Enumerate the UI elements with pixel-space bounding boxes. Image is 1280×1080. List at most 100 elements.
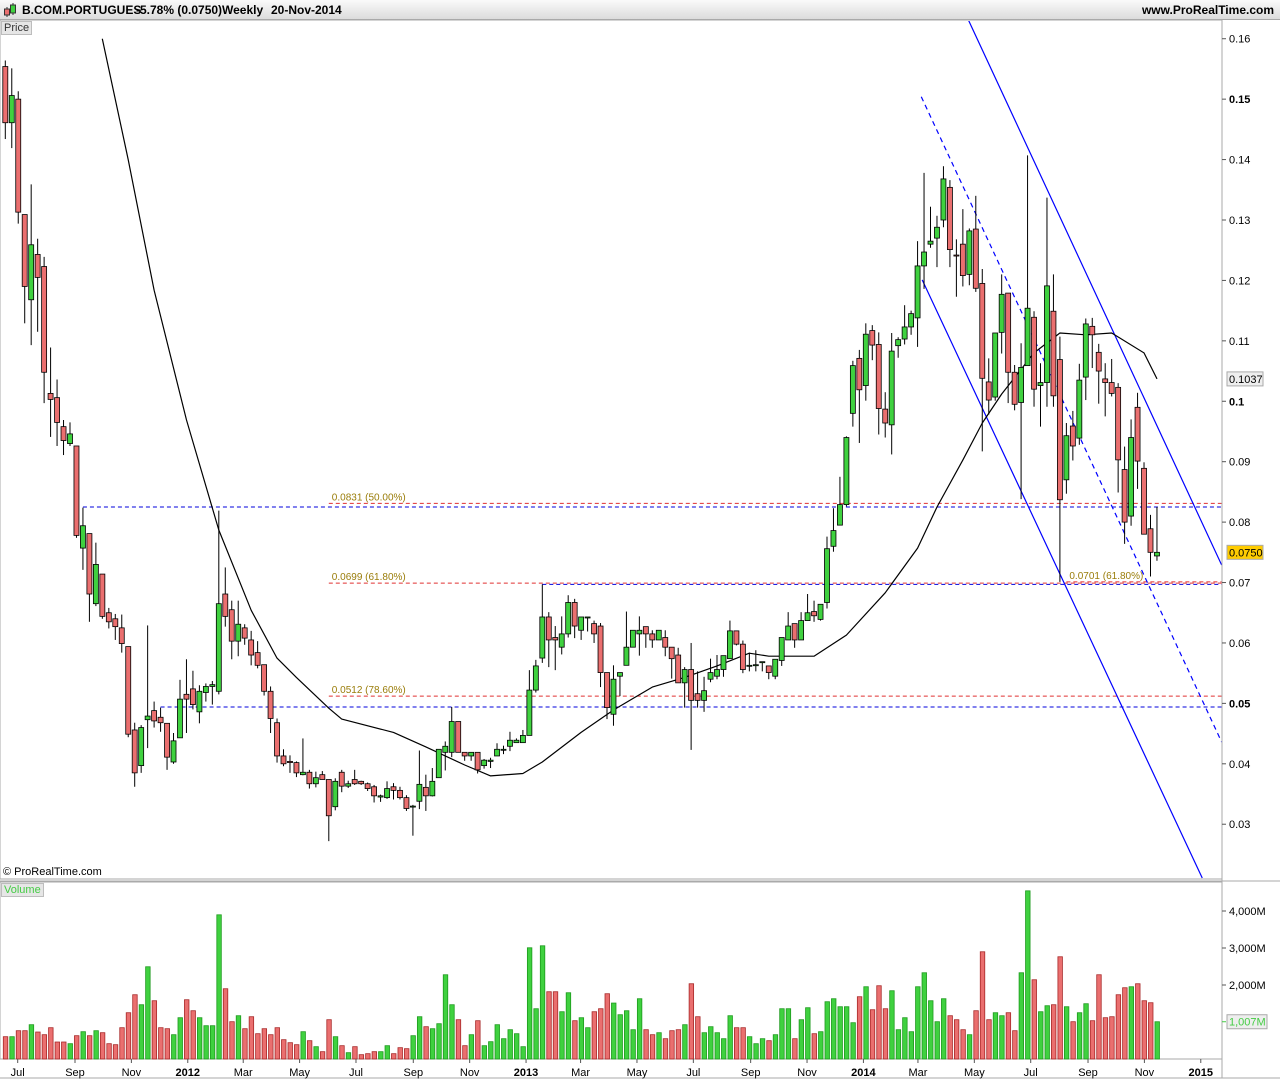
volume-bar [546,991,552,1060]
volume-bar [87,1035,93,1060]
candle [526,670,533,736]
candle-body [856,357,863,391]
date-tick-label: Sep [1078,1067,1098,1079]
candle-body [15,98,22,213]
candle-body [1128,437,1134,517]
volume-bar [1154,1021,1160,1060]
candle-body [532,665,539,691]
candle-body [435,748,442,779]
volume-bar [708,1026,714,1060]
volume-bar [216,914,222,1060]
candle [358,780,365,785]
candle-body [1076,379,1083,439]
candle-body [901,326,908,340]
candle [319,771,326,780]
volume-bar [35,1031,41,1060]
candle-body [422,786,429,797]
candle-body [778,637,785,661]
candle-body [1069,425,1076,447]
price-tick-label: 0.08 [1229,517,1250,529]
candle [403,795,410,811]
chart-header: B.COM.PORTUGUES -5.78% (0.0750) Weekly 2… [0,0,1280,20]
candle-body [86,533,93,595]
chart-period[interactable]: Weekly [222,3,264,17]
candle-body [597,625,604,673]
candle-body [720,655,727,670]
candle [629,629,636,648]
candle [384,781,390,799]
last-volume-label: 1,007M [1229,1017,1266,1029]
volume-bar [792,1038,798,1060]
volume-bar [604,993,610,1060]
candle [41,256,48,404]
candle [138,725,145,773]
candle [681,667,688,708]
volume-bar [869,1009,876,1060]
candle [571,598,578,639]
candle [1115,383,1122,493]
candle-body [280,755,287,765]
candle [862,323,869,401]
candle-body [1044,285,1050,383]
candle [843,436,850,507]
candle [901,305,908,345]
date-tick-label: 2012 [176,1067,200,1079]
candle [979,268,986,452]
candle [507,731,513,752]
candle [274,718,280,763]
volume-bar [598,1008,604,1060]
candle [73,445,80,538]
candle-body [914,265,921,319]
candle [202,683,209,702]
volume-bar [973,1010,979,1060]
candle-body [325,779,332,817]
candle-body [474,751,481,771]
candle [312,771,319,788]
candle-body [8,95,15,124]
volume-bar [779,1008,785,1060]
candle-body [461,751,468,757]
date-tick-label: Mar [234,1067,253,1079]
volume-bar [856,996,863,1060]
fib-level-label: 0.0831 (50.00%) [332,492,406,503]
candlestick-logo-icon [4,3,16,17]
candle [985,358,992,415]
volume-bar [423,1026,429,1060]
volume-bar [1115,994,1122,1060]
volume-bar [22,1030,28,1060]
candle [267,686,274,733]
candle-body [1011,371,1018,405]
candle [617,672,623,697]
volume-bar [28,1024,35,1060]
candle-body [1147,528,1154,553]
candle [552,626,559,671]
volume-bar [1135,983,1141,1060]
volume-bar [1051,1004,1057,1060]
candle-body [235,623,242,642]
candle [144,625,151,749]
candle [869,325,876,361]
candle-body [927,240,934,245]
candle [338,769,345,793]
volume-bar [339,1045,345,1060]
volume-bar [1148,1002,1154,1060]
volume-bar [986,1019,992,1060]
volume-bar [766,1040,772,1060]
candle [371,784,377,803]
price-tick-label: 0.13 [1229,215,1250,227]
candle-body [67,433,73,444]
fib-level-label: 0.0699 (61.80%) [332,572,406,583]
candle-body [34,254,41,278]
site-link[interactable]: www.ProRealTime.com [1141,3,1274,17]
candle [429,768,436,797]
candle-body [681,669,688,684]
volume-bar [442,974,449,1060]
candle [927,206,934,248]
volume-bar [999,1015,1005,1060]
candle-body [539,616,546,659]
volume-bar [410,1035,416,1060]
volume-bar [177,1017,183,1060]
volume-bar [682,1024,688,1060]
volume-bar [578,1017,585,1060]
